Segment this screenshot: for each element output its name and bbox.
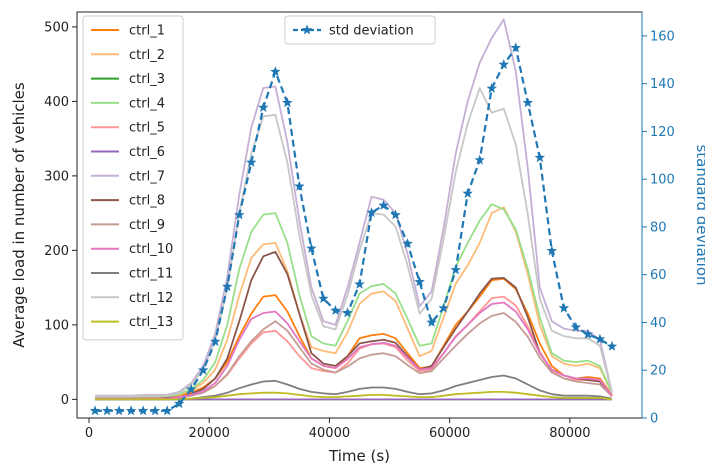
- std-point: [113, 405, 125, 416]
- std-legend: std deviation: [284, 15, 436, 45]
- std-point: [390, 209, 401, 220]
- y-tick-label: 500: [44, 20, 69, 35]
- x-tick-label: 0: [85, 426, 93, 441]
- series-lines: [95, 18, 613, 401]
- std-deviation-line: [95, 45, 613, 412]
- x-tick-label: 60000: [429, 426, 470, 441]
- std-point: [534, 152, 545, 163]
- std-point: [186, 383, 197, 394]
- right-y-tick-label: 120: [650, 125, 675, 140]
- x-tick-label: 80000: [549, 426, 590, 441]
- std-point: [161, 405, 173, 416]
- series-line-ctrl_13: [95, 390, 613, 401]
- x-tick-label: 40000: [309, 426, 350, 441]
- legend-label-ctrl_13: ctrl_13: [129, 315, 173, 330]
- axes: 0 20000 40000 60000 80000 0 100 200 300 400 500 0 20…: [44, 11, 675, 441]
- std-point: [366, 207, 377, 218]
- std-point: [306, 242, 317, 253]
- legend-box: [82, 15, 184, 341]
- std-point: [174, 398, 185, 409]
- std-point: [101, 405, 113, 416]
- legend: ctrl_1 ctrl_2 ctrl_3 ctrl_4 ctrl_5 ctrl_6ctrl…: [82, 15, 184, 341]
- std-point: [546, 245, 558, 256]
- y-tick-label: 400: [44, 95, 69, 110]
- std-point: [570, 321, 582, 332]
- std-point: [426, 317, 437, 327]
- std-point: [510, 42, 521, 53]
- legend-label-ctrl_3: ctrl_3: [129, 72, 165, 87]
- right-y-tick-label: 80: [650, 220, 667, 235]
- right-y-tick-label: 160: [650, 29, 675, 44]
- std-point: [522, 97, 533, 108]
- std-point: [462, 188, 473, 198]
- std-point: [125, 405, 137, 416]
- series-line-ctrl_12: [95, 87, 613, 398]
- std-point: [318, 293, 329, 303]
- std-point: [246, 157, 257, 167]
- std-point: [474, 154, 485, 165]
- std-point: [258, 102, 269, 112]
- legend-label-ctrl_1: ctrl_1: [129, 24, 165, 39]
- std-point: [594, 333, 606, 344]
- x-axis-label: Time (s): [328, 447, 390, 465]
- legend-label-ctrl_7: ctrl_7: [129, 169, 165, 184]
- std-point: [402, 238, 413, 249]
- y-tick-label: 200: [44, 244, 69, 259]
- std-point: [354, 278, 365, 289]
- legend-label-ctrl_10: ctrl_10: [129, 242, 173, 257]
- y-tick-label: 0: [61, 393, 69, 408]
- std-legend-star: [301, 24, 313, 35]
- std-point: [342, 307, 353, 318]
- legend-label-ctrl_12: ctrl_12: [129, 291, 173, 306]
- legend-label-ctrl_6: ctrl_6: [129, 145, 165, 160]
- std-point: [414, 276, 425, 287]
- std-point: [149, 405, 161, 416]
- right-y-axis-label: standard deviation: [693, 144, 705, 285]
- std-point: [198, 364, 209, 375]
- series-line-ctrl_1: [95, 277, 613, 399]
- std-point: [486, 82, 497, 93]
- std-point: [234, 209, 245, 220]
- legend-label-ctrl_5: ctrl_5: [129, 121, 165, 136]
- std-point: [294, 180, 305, 191]
- x-tick-label: 20000: [189, 426, 230, 441]
- right-y-tick-label: 40: [650, 316, 667, 331]
- std-point: [558, 302, 570, 313]
- right-y-tick-label: 100: [650, 173, 675, 188]
- right-y-tick-label: 20: [650, 364, 667, 379]
- legend-label-ctrl_9: ctrl_9: [129, 218, 165, 233]
- std-point: [222, 281, 233, 292]
- y-axis-label: Average load in number of vehicles: [10, 82, 28, 348]
- std-point: [438, 302, 449, 313]
- legend-label-ctrl_11: ctrl_11: [129, 267, 173, 282]
- series-line-ctrl_10: [95, 301, 613, 400]
- std-legend-box: [284, 15, 436, 45]
- std-point: [378, 199, 389, 210]
- std-legend-label: std deviation: [329, 24, 414, 39]
- legend-label-ctrl_4: ctrl_4: [129, 96, 165, 111]
- y-tick-label: 300: [44, 169, 69, 184]
- std-point: [137, 405, 149, 416]
- std-point: [270, 66, 281, 77]
- std-point: [498, 59, 509, 69]
- std-point: [450, 264, 461, 275]
- right-y-tick-label: 140: [650, 77, 675, 92]
- series-line-ctrl_4: [95, 203, 613, 399]
- std-point: [282, 97, 293, 108]
- std-point: [330, 305, 341, 315]
- std-point: [606, 340, 618, 351]
- legend-label-ctrl_2: ctrl_2: [129, 48, 165, 63]
- y-tick-label: 100: [44, 318, 69, 333]
- std-deviation-series: [89, 42, 618, 416]
- right-y-tick-label: 0: [650, 412, 658, 427]
- right-y-tick-label: 60: [650, 268, 667, 283]
- std-point: [89, 405, 101, 416]
- std-point: [582, 328, 594, 339]
- std-point: [210, 336, 221, 346]
- legend-label-ctrl_8: ctrl_8: [129, 194, 165, 209]
